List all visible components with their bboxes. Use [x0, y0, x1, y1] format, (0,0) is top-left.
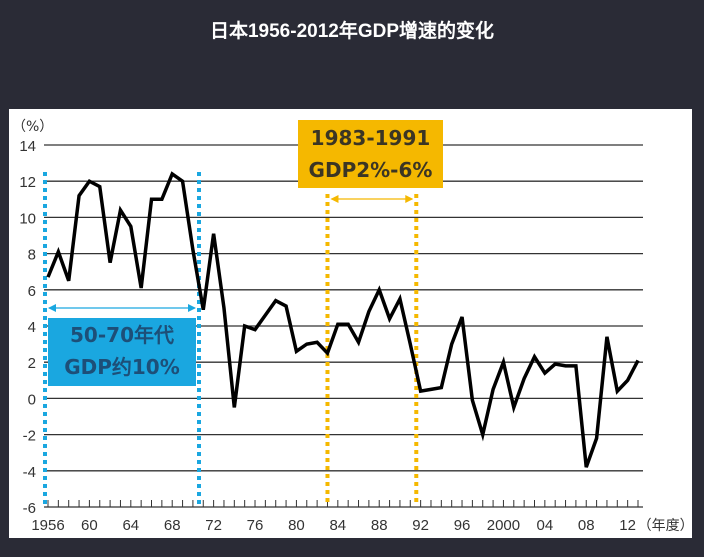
x-tick-label: 64	[122, 517, 139, 534]
annotation-label: 50-70年代	[70, 323, 174, 347]
y-tick-label: 12	[19, 174, 36, 191]
chart-title: 日本1956-2012年GDP增速的变化	[209, 21, 495, 42]
y-tick-label: -6	[23, 500, 36, 517]
x-tick-label: 92	[412, 517, 429, 534]
gdp-growth-line	[46, 171, 640, 468]
y-tick-label: 8	[28, 247, 36, 264]
x-tick-label: 72	[205, 517, 222, 534]
y-axis-label: （%）	[12, 119, 53, 135]
y-tick-label: 0	[28, 391, 36, 408]
annotation-label: GDP2%-6%	[309, 158, 433, 182]
x-tick-label: 88	[371, 517, 388, 534]
annotation-label: 1983-1991	[311, 126, 431, 150]
y-tick-label: -2	[23, 428, 36, 445]
annotation-box	[48, 318, 196, 386]
x-tick-label: 08	[578, 517, 595, 534]
y-tick-label: 2	[28, 355, 36, 372]
x-tick-label: 2000	[487, 517, 520, 534]
x-tick-label: 60	[81, 517, 98, 534]
x-tick-label: 1956	[31, 517, 64, 534]
x-tick-label: 04	[536, 517, 553, 534]
x-axis-label: （年度）	[638, 518, 694, 534]
annotation-box	[298, 120, 443, 188]
y-tick-label: 14	[19, 138, 36, 155]
y-tick-label: 4	[28, 319, 36, 336]
x-tick-label: 68	[164, 517, 181, 534]
x-tick-label: 80	[288, 517, 305, 534]
y-tick-label: 6	[28, 283, 36, 300]
x-tick-label: 76	[247, 517, 264, 534]
y-tick-label: -4	[23, 464, 36, 481]
x-tick-label: 96	[454, 517, 471, 534]
annotation-label: GDP约10%	[64, 355, 180, 379]
y-tick-label: 10	[19, 210, 36, 227]
x-tick-label: 84	[329, 517, 346, 534]
x-tick-label: 12	[619, 517, 636, 534]
